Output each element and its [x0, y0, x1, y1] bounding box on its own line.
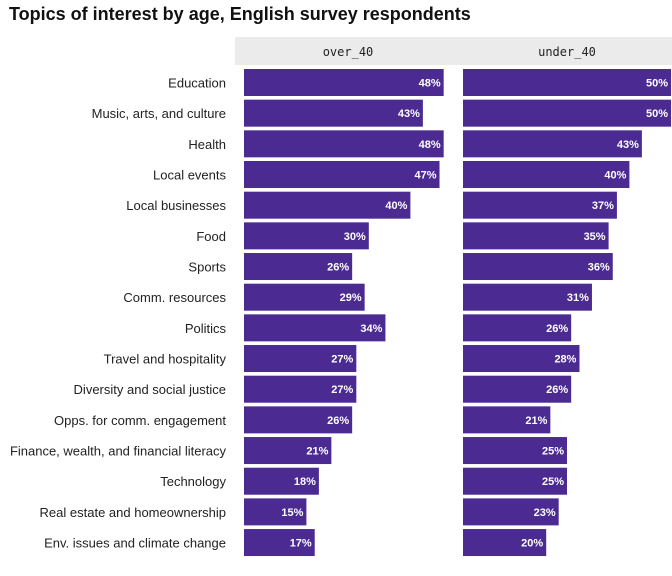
bar-over_40 — [244, 498, 307, 526]
bar-under_40 — [463, 222, 609, 250]
data-label: 28% — [554, 354, 576, 366]
data-label: 26% — [546, 323, 568, 335]
data-label: 21% — [306, 446, 328, 458]
bar-under_40 — [463, 69, 671, 96]
bar-under_40 — [463, 253, 613, 281]
bar-under_40 — [463, 467, 567, 495]
data-label: 29% — [340, 292, 362, 304]
data-label: 31% — [567, 292, 589, 304]
category-label: Music, arts, and culture — [92, 106, 226, 121]
data-label: 43% — [398, 108, 420, 120]
data-label: 34% — [360, 323, 382, 335]
category-label: Travel and hospitality — [104, 352, 227, 367]
data-label: 23% — [534, 507, 556, 519]
category-label: Env. issues and climate change — [44, 536, 226, 551]
bar-over_40 — [244, 69, 444, 96]
data-label: 35% — [584, 231, 606, 243]
bar-under_40 — [463, 345, 580, 373]
bar-under_40 — [463, 498, 559, 526]
category-label: Sports — [188, 260, 226, 275]
data-label: 40% — [604, 170, 626, 182]
bar-over_40 — [244, 529, 315, 557]
panel-strip-label: over_40 — [323, 45, 374, 59]
bar-over_40 — [244, 191, 411, 219]
bar-under_40 — [463, 161, 630, 189]
category-label: Local events — [153, 168, 226, 183]
bar-over_40 — [244, 406, 353, 434]
panel-strip-under_40 — [454, 37, 672, 65]
data-label: 26% — [546, 384, 568, 396]
category-label: Health — [188, 137, 226, 152]
category-label: Finance, wealth, and financial literacy — [10, 444, 227, 459]
bar-over_40 — [244, 130, 444, 158]
data-label: 47% — [414, 170, 436, 182]
category-label: Food — [196, 229, 226, 244]
bar-under_40 — [463, 375, 572, 403]
bar-over_40 — [244, 222, 369, 250]
category-label: Politics — [185, 321, 227, 336]
bar-under_40 — [463, 437, 567, 465]
data-label: 30% — [344, 231, 366, 243]
bar-over_40 — [244, 161, 440, 189]
data-label: 40% — [385, 200, 407, 212]
bar-over_40 — [244, 345, 357, 373]
data-label: 20% — [521, 538, 543, 550]
bar-under_40 — [463, 529, 547, 557]
data-label: 50% — [646, 78, 668, 90]
data-label: 27% — [331, 384, 353, 396]
bar-over_40 — [244, 314, 386, 342]
chart-title: Topics of interest by age, English surve… — [9, 4, 471, 24]
data-label: 25% — [542, 476, 564, 488]
data-label: 26% — [327, 262, 349, 274]
category-label: Opps. for comm. engagement — [54, 413, 226, 428]
bar-under_40 — [463, 283, 592, 311]
panel-strip-label: under_40 — [538, 45, 596, 59]
category-label: Diversity and social justice — [74, 382, 226, 397]
bar-under_40 — [463, 191, 617, 219]
data-label: 37% — [592, 200, 614, 212]
data-label: 50% — [646, 108, 668, 120]
data-label: 17% — [290, 538, 312, 550]
data-label: 43% — [617, 139, 639, 151]
bar-over_40 — [244, 467, 319, 495]
bar-under_40 — [463, 406, 551, 434]
category-label: Real estate and homeownership — [40, 505, 226, 520]
bar-under_40 — [463, 99, 671, 127]
data-label: 21% — [525, 415, 547, 427]
data-label: 15% — [281, 507, 303, 519]
data-label: 25% — [542, 446, 564, 458]
bar-over_40 — [244, 99, 423, 127]
data-label: 26% — [327, 415, 349, 427]
category-label: Comm. resources — [123, 290, 226, 305]
bar-over_40 — [244, 283, 365, 311]
data-label: 48% — [419, 139, 441, 151]
data-label: 48% — [419, 78, 441, 90]
data-label: 36% — [588, 262, 610, 274]
data-label: 18% — [294, 476, 316, 488]
bar-over_40 — [244, 437, 332, 465]
bar-under_40 — [463, 314, 572, 342]
bar-under_40 — [463, 130, 642, 158]
bar-over_40 — [244, 253, 353, 281]
category-label: Local businesses — [126, 198, 226, 213]
category-label: Education — [168, 76, 226, 91]
bar-over_40 — [244, 375, 357, 403]
panel-strip-over_40 — [235, 37, 461, 65]
data-label: 27% — [331, 354, 353, 366]
category-label: Technology — [160, 474, 226, 489]
